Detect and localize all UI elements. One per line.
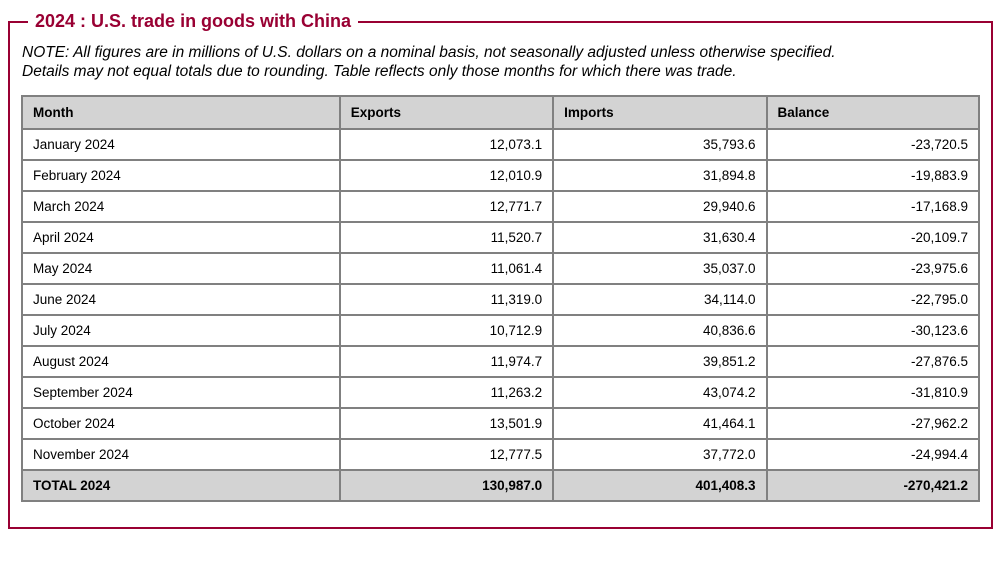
value-cell: 11,061.4	[338, 252, 555, 286]
table-row: February 2024 12,010.9 31,894.8 -19,883.9	[21, 159, 981, 193]
value-cell: 12,010.9	[338, 159, 555, 193]
value-cell: -27,876.5	[765, 345, 981, 379]
table-row: May 2024 11,061.4 35,037.0 -23,975.6	[21, 252, 981, 286]
value-cell: -27,962.2	[765, 407, 981, 441]
value-cell: -30,123.6	[765, 314, 981, 348]
value-cell: 40,836.6	[552, 314, 768, 348]
value-cell: 11,263.2	[338, 376, 555, 410]
table-row: November 2024 12,777.5 37,772.0 -24,994.4	[21, 438, 981, 472]
table-header-row: Month Exports Imports Balance	[21, 95, 981, 131]
month-cell: October 2024	[21, 407, 341, 441]
month-cell: June 2024	[21, 283, 341, 317]
value-cell: 31,894.8	[552, 159, 768, 193]
month-cell: August 2024	[21, 345, 341, 379]
value-cell: 37,772.0	[552, 438, 768, 472]
note-text: NOTE: All figures are in millions of U.S…	[22, 43, 980, 81]
value-cell: -23,975.6	[765, 252, 981, 286]
month-cell: May 2024	[21, 252, 341, 286]
table-row: March 2024 12,771.7 29,940.6 -17,168.9	[21, 190, 981, 224]
value-cell: 43,074.2	[552, 376, 768, 410]
month-cell: February 2024	[21, 159, 341, 193]
table-row: April 2024 11,520.7 31,630.4 -20,109.7	[21, 221, 981, 255]
value-cell: 10,712.9	[338, 314, 555, 348]
value-cell: 35,037.0	[552, 252, 768, 286]
value-cell: -19,883.9	[765, 159, 981, 193]
value-cell: 39,851.2	[552, 345, 768, 379]
value-cell: 12,777.5	[338, 438, 555, 472]
value-cell: -17,168.9	[765, 190, 981, 224]
total-row: TOTAL 2024 130,987.0 401,408.3 -270,421.…	[21, 469, 981, 503]
value-cell: 34,114.0	[552, 283, 768, 317]
value-cell: 11,319.0	[338, 283, 555, 317]
value-cell: -31,810.9	[765, 376, 981, 410]
column-header-balance: Balance	[765, 95, 981, 131]
month-cell: November 2024	[21, 438, 341, 472]
table-body: January 2024 12,073.1 35,793.6 -23,720.5 Feb…	[21, 128, 981, 472]
column-header-month: Month	[21, 95, 341, 131]
value-cell: 35,793.6	[552, 128, 768, 162]
value-cell: 11,974.7	[338, 345, 555, 379]
total-label-cell: TOTAL 2024	[21, 469, 341, 503]
trade-report-panel: 2024 : U.S. trade in goods with China NO…	[8, 11, 993, 530]
value-cell: -20,109.7	[765, 221, 981, 255]
value-cell: -24,994.4	[765, 438, 981, 472]
month-cell: March 2024	[21, 190, 341, 224]
column-header-exports: Exports	[338, 95, 555, 131]
table-row: September 2024 11,263.2 43,074.2 -31,810.9	[21, 376, 981, 410]
column-header-imports: Imports	[552, 95, 768, 131]
table-row: October 2024 13,501.9 41,464.1 -27,962.2	[21, 407, 981, 441]
value-cell: -23,720.5	[765, 128, 981, 162]
value-cell: 12,073.1	[338, 128, 555, 162]
note-line-1: NOTE: All figures are in millions of U.S…	[22, 43, 836, 61]
month-cell: January 2024	[21, 128, 341, 162]
trade-data-table: Month Exports Imports Balance January 20…	[21, 95, 981, 503]
page-title: 2024 : U.S. trade in goods with China	[35, 11, 352, 31]
month-cell: July 2024	[21, 314, 341, 348]
total-exports-cell: 130,987.0	[338, 469, 555, 503]
value-cell: 13,501.9	[338, 407, 555, 441]
table-row: August 2024 11,974.7 39,851.2 -27,876.5	[21, 345, 981, 379]
table-row: July 2024 10,712.9 40,836.6 -30,123.6	[21, 314, 981, 348]
note-line-2: Details may not equal totals due to roun…	[22, 63, 737, 81]
table-row: June 2024 11,319.0 34,114.0 -22,795.0	[21, 283, 981, 317]
value-cell: 29,940.6	[552, 190, 768, 224]
value-cell: -22,795.0	[765, 283, 981, 317]
value-cell: 41,464.1	[552, 407, 768, 441]
value-cell: 11,520.7	[338, 221, 555, 255]
month-cell: September 2024	[21, 376, 341, 410]
table-row: January 2024 12,073.1 35,793.6 -23,720.5	[21, 128, 981, 162]
total-balance-cell: -270,421.2	[765, 469, 981, 503]
value-cell: 31,630.4	[552, 221, 768, 255]
total-imports-cell: 401,408.3	[552, 469, 768, 503]
month-cell: April 2024	[21, 221, 341, 255]
value-cell: 12,771.7	[338, 190, 555, 224]
